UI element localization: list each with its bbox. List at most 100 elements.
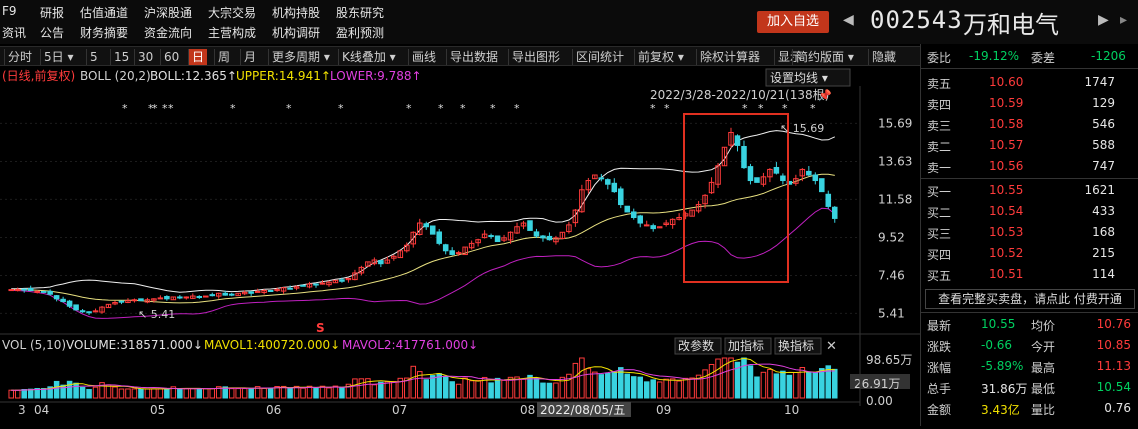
menu-item-2[interactable]: 估值通道 <box>80 6 129 20</box>
candle-body <box>170 296 177 301</box>
candle-body <box>274 289 280 292</box>
candle-body <box>715 165 721 185</box>
toolbar-item-17[interactable]: 显示 <box>774 49 805 65</box>
volume-bar <box>637 376 643 399</box>
candle-body <box>404 244 410 252</box>
volume-bar <box>481 376 488 399</box>
vol-button-bg[interactable] <box>674 337 722 355</box>
event-star-icon[interactable]: * <box>286 102 292 115</box>
toolbar-item-8[interactable]: 月 <box>240 49 259 65</box>
toolbar-item-4[interactable]: 30 <box>134 49 156 65</box>
weibi-row: 委比 -19.12% 委差 -1206 <box>921 46 1138 68</box>
toolbar-item-13[interactable]: 导出图形 <box>508 49 563 65</box>
toolbar-item-0[interactable]: 分时 <box>4 49 35 65</box>
volume-bar <box>819 368 825 399</box>
toolbar-item-9[interactable]: 更多周期 ▾ <box>268 49 333 65</box>
toolbar-item-19[interactable]: 隐藏 <box>868 49 899 65</box>
ask-row-0-price: 10.60 <box>989 75 1024 89</box>
bid-row-4: 买五 10.51 114 <box>921 264 1138 286</box>
event-star-icon[interactable]: * <box>664 102 670 115</box>
event-star-icon[interactable]: * <box>122 102 128 115</box>
toolbar-item-6[interactable]: 日 <box>188 49 208 65</box>
event-star-icon[interactable]: * <box>782 102 788 115</box>
vol-button-bg[interactable] <box>774 337 822 355</box>
toolbar-item-11[interactable]: 画线 <box>408 49 439 65</box>
candle-body <box>533 231 540 237</box>
event-star-icon[interactable]: * <box>152 102 158 115</box>
toolbar-item-7[interactable]: 周 <box>214 49 233 65</box>
volume-bar <box>125 388 131 399</box>
event-star-icon[interactable]: * <box>162 102 168 115</box>
menu-item-row2-2[interactable]: 财务摘要 <box>80 26 129 40</box>
expand-arrow-icon[interactable]: ▸ <box>1120 12 1128 28</box>
bid-row-1: 买二 10.54 433 <box>921 201 1138 223</box>
event-star-icon[interactable]: * <box>338 102 344 115</box>
bid-row-2-volume: 168 <box>1092 225 1115 239</box>
volume-bar <box>105 384 112 399</box>
pin-icon[interactable]: 📌 <box>818 88 832 102</box>
menu-item-4[interactable]: 大宗交易 <box>208 6 257 20</box>
menu-item-0[interactable]: F9 <box>2 4 17 18</box>
event-star-icon[interactable]: * <box>168 102 174 115</box>
event-star-icon[interactable]: * <box>514 102 520 115</box>
vol-button-0[interactable]: 改参数 <box>678 338 714 353</box>
toolbar-item-2[interactable]: 5 <box>86 49 101 65</box>
event-star-icon[interactable]: * <box>148 102 154 115</box>
settings-ma-button[interactable]: 设置均线 ▾ <box>770 71 828 85</box>
toolbar-item-1[interactable]: 5日 ▾ <box>40 49 76 65</box>
candle-body <box>702 194 708 205</box>
stat-v1-0: 10.55 <box>981 317 1016 331</box>
toolbar-item-5[interactable]: 60 <box>160 49 182 65</box>
candle-body <box>468 242 475 249</box>
event-star-icon[interactable]: * <box>810 102 816 115</box>
toolbar-item-12[interactable]: 导出数据 <box>446 49 501 65</box>
menu-item-row2-0[interactable]: 资讯 <box>2 26 27 40</box>
toolbar-item-3[interactable]: 15 <box>110 49 132 65</box>
candle-body <box>293 286 300 289</box>
candle-body <box>501 237 507 241</box>
menu-item-1[interactable]: 研报 <box>40 6 65 20</box>
menu-item-row2-1[interactable]: 公告 <box>40 26 65 40</box>
volume-bar <box>780 370 786 399</box>
full-depth-button[interactable]: 查看完整买卖盘，请点此 付费开通 <box>925 289 1135 309</box>
menu-item-row2-6[interactable]: 盈利预测 <box>336 26 385 40</box>
toolbar-item-10[interactable]: K线叠加 ▾ <box>338 49 399 65</box>
x-tick-label: 07 <box>392 403 407 417</box>
next-stock-arrow-icon[interactable]: ▶ <box>1098 12 1109 28</box>
menu-item-row2-4[interactable]: 主营构成 <box>208 26 257 40</box>
add-to-watchlist-button[interactable]: 加入自选 <box>757 11 829 33</box>
volume-bar <box>767 368 773 399</box>
x-tick-label: 06 <box>266 403 281 417</box>
menu-item-row2-3[interactable]: 资金流向 <box>144 26 193 40</box>
menu-item-row2-5[interactable]: 机构调研 <box>272 26 321 40</box>
event-star-icon[interactable]: * <box>650 102 656 115</box>
event-star-icon[interactable]: * <box>758 102 764 115</box>
toolbar-item-16[interactable]: 除权计算器 <box>696 49 763 65</box>
volume-bar <box>131 388 138 399</box>
event-star-icon[interactable]: * <box>460 102 466 115</box>
vol-button-2[interactable]: 换指标 <box>778 338 814 353</box>
toolbar-item-18[interactable]: 简约版面 ▾ <box>792 49 857 65</box>
event-star-icon[interactable]: * <box>406 102 412 115</box>
candle-body <box>306 283 313 288</box>
vol-button-bg[interactable] <box>724 337 772 355</box>
settings-ma-button-bg[interactable] <box>765 68 851 87</box>
toolbar-item-15[interactable]: 前复权 ▾ <box>634 49 687 65</box>
volume-bar <box>773 373 780 399</box>
vol-close-icon[interactable]: ✕ <box>826 339 837 354</box>
menu-item-5[interactable]: 机构持股 <box>272 6 321 20</box>
prev-stock-arrow-icon[interactable]: ◀ <box>843 12 854 28</box>
menu-item-3[interactable]: 沪深股通 <box>144 6 193 20</box>
kline-chart-area[interactable]: (日线,前复权) BOLL (20,2) BOLL:12.365↑ UPPER:… <box>0 66 920 426</box>
volume-bar <box>416 371 423 399</box>
stat-row-4: 金额 3.43亿 量比 0.76 <box>921 398 1138 420</box>
menu-item-6[interactable]: 股东研究 <box>336 6 385 20</box>
event-star-icon[interactable]: * <box>438 102 444 115</box>
event-star-icon[interactable]: * <box>490 102 496 115</box>
toolbar-item-14[interactable]: 区间统计 <box>572 49 627 65</box>
event-star-icon[interactable]: * <box>230 102 236 115</box>
volume-bar <box>404 377 410 399</box>
event-star-icon[interactable]: * <box>742 102 748 115</box>
candle-body <box>99 306 105 313</box>
vol-button-1[interactable]: 加指标 <box>728 338 764 353</box>
